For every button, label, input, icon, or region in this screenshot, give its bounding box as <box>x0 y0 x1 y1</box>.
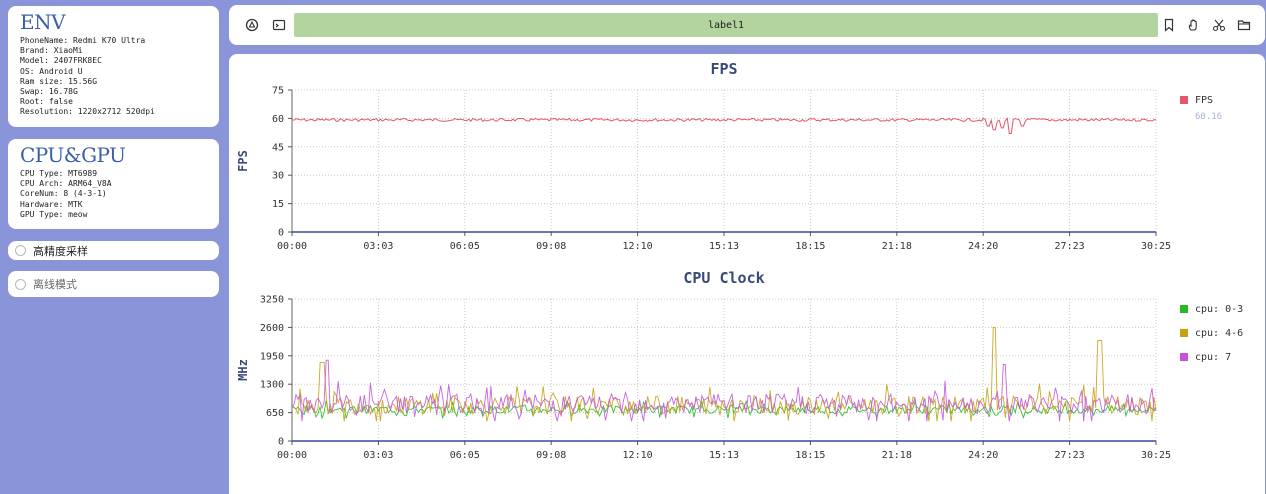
x-tick-label: 27:23 <box>1055 450 1085 461</box>
cpu-gpu-title: CPU&GPU <box>20 143 126 167</box>
y-tick-label: 650 <box>266 408 284 419</box>
x-tick-label: 30:25 <box>1141 450 1171 461</box>
label-bar[interactable]: label1 <box>294 13 1158 37</box>
y-tick-label: 1300 <box>260 380 284 391</box>
env-phone-name: PhoneName: Redmi K70 Ultra <box>20 36 146 45</box>
x-tick-label: 12:10 <box>623 450 653 461</box>
env-brand: Brand: XiaoMi <box>20 46 83 56</box>
toolbar: label1 <box>229 5 1265 45</box>
x-tick-label: 30:25 <box>1141 241 1171 252</box>
gpu-type: GPU Type: meow <box>20 209 88 219</box>
env-panel: ENV PhoneName: Redmi K70 Ultra Brand: Xi… <box>8 6 219 127</box>
charts-panel: FPS 00:00 03:03 06:05 09:08 12:10 15:13 18:15 21… <box>229 54 1265 494</box>
env-os: OS: Android U <box>20 66 83 76</box>
series-line-cpu-4-6 <box>291 326 1157 422</box>
y-tick-label: 3250 <box>260 295 284 306</box>
x-tick-label: 18:15 <box>795 241 825 252</box>
y-tick-label: 0 <box>278 437 284 448</box>
y-tick-label: 45 <box>272 142 284 153</box>
high-precision-label: 高精度采样 <box>33 244 88 258</box>
x-tick-label: 21:18 <box>882 241 912 252</box>
cpu-clock-chart: CPU Clock 00:00 03:03 06:05 09:08 12:10 15:13 1… <box>236 269 1243 461</box>
chart-title: CPU Clock <box>683 269 764 287</box>
scissors-icon[interactable] <box>1211 17 1227 33</box>
x-tick-label: 06:05 <box>450 450 480 461</box>
y-tick-label: 1950 <box>260 351 284 362</box>
legend-label: cpu: 7 <box>1195 352 1231 363</box>
folder-icon[interactable] <box>1236 17 1252 33</box>
x-tick-label: 12:10 <box>623 241 653 252</box>
x-tick-label: 09:08 <box>536 241 566 252</box>
high-precision-radio[interactable] <box>15 245 26 256</box>
y-tick-label: 75 <box>272 86 284 97</box>
env-ram: Ram size: 15.56G <box>20 76 98 86</box>
x-tick-label: 09:08 <box>536 450 566 461</box>
x-tick-label: 24:20 <box>968 450 998 461</box>
y-axis-label: MHz <box>236 359 250 381</box>
hardware: Hardware: MTK <box>20 199 83 209</box>
legend-swatch <box>1180 305 1188 313</box>
y-tick-label: 2600 <box>260 323 284 334</box>
env-root: Root: false <box>20 97 73 107</box>
env-resolution: Resolution: 1220x2712 520dpi <box>20 107 155 117</box>
x-tick-label: 24:20 <box>968 241 998 252</box>
env-model: Model: 2407FRK8EC <box>20 56 102 66</box>
offline-mode-option[interactable]: 离线模式 <box>8 271 219 297</box>
charts-canvas: FPS 00:00 03:03 06:05 09:08 12:10 15:13 18:15 21… <box>236 60 1243 461</box>
fps-chart: FPS 00:00 03:03 06:05 09:08 12:10 15:13 18:15 21… <box>236 60 1222 252</box>
x-tick-label: 03:03 <box>363 241 393 252</box>
legend-swatch <box>1180 353 1188 361</box>
cpu-type: CPU Type: MT6989 <box>20 169 98 178</box>
x-tick-label: 00:00 <box>277 450 307 461</box>
y-tick-label: 0 <box>278 228 284 239</box>
y-tick-label: 30 <box>272 171 284 182</box>
x-tick-label: 18:15 <box>795 450 825 461</box>
env-swap: Swap: 16.78G <box>20 87 78 97</box>
legend-label: FPS <box>1195 95 1213 106</box>
x-tick-label: 21:18 <box>882 450 912 461</box>
core-num: CoreNum: 8 (4-3-1) <box>20 189 107 199</box>
y-axis-label: FPS <box>236 150 250 172</box>
cpu-arch: CPU Arch: ARM64_V8A <box>20 179 112 189</box>
legend-label: cpu: 0-3 <box>1195 304 1243 315</box>
record-icon[interactable] <box>244 17 260 33</box>
x-tick-label: 06:05 <box>450 241 480 252</box>
legend-swatch <box>1180 96 1188 104</box>
x-tick-label: 15:13 <box>709 241 739 252</box>
bookmark-icon[interactable] <box>1161 17 1177 33</box>
offline-mode-label: 离线模式 <box>33 278 77 291</box>
y-tick-label: 60 <box>272 114 284 125</box>
env-info-list: PhoneName: Redmi K70 Ultra Brand: XiaoMi… <box>20 36 207 118</box>
offline-mode-radio[interactable] <box>15 278 26 290</box>
x-tick-label: 00:00 <box>277 241 307 252</box>
terminal-icon[interactable] <box>271 17 287 33</box>
legend-swatch <box>1180 329 1188 337</box>
x-tick-label: 03:03 <box>363 450 393 461</box>
cpu-gpu-panel: CPU&GPU CPU Type: MT6989 CPU Arch: ARM64… <box>8 139 219 229</box>
x-tick-label: 27:23 <box>1055 241 1085 252</box>
series-line-cpu-7 <box>291 359 1157 422</box>
label-text: label1 <box>707 19 745 31</box>
hand-icon[interactable] <box>1186 17 1202 33</box>
x-tick-label: 15:13 <box>709 450 739 461</box>
env-title: ENV <box>20 10 66 34</box>
series-line-fps <box>291 117 1157 134</box>
high-precision-option[interactable]: 高精度采样 <box>8 241 219 260</box>
legend-value: 60.16 <box>1195 112 1222 122</box>
chart-title: FPS <box>710 60 737 78</box>
legend-label: cpu: 4-6 <box>1195 328 1243 339</box>
y-tick-label: 15 <box>272 199 284 210</box>
cpu-gpu-info-list: CPU Type: MT6989 CPU Arch: ARM64_V8A Cor… <box>20 169 207 220</box>
